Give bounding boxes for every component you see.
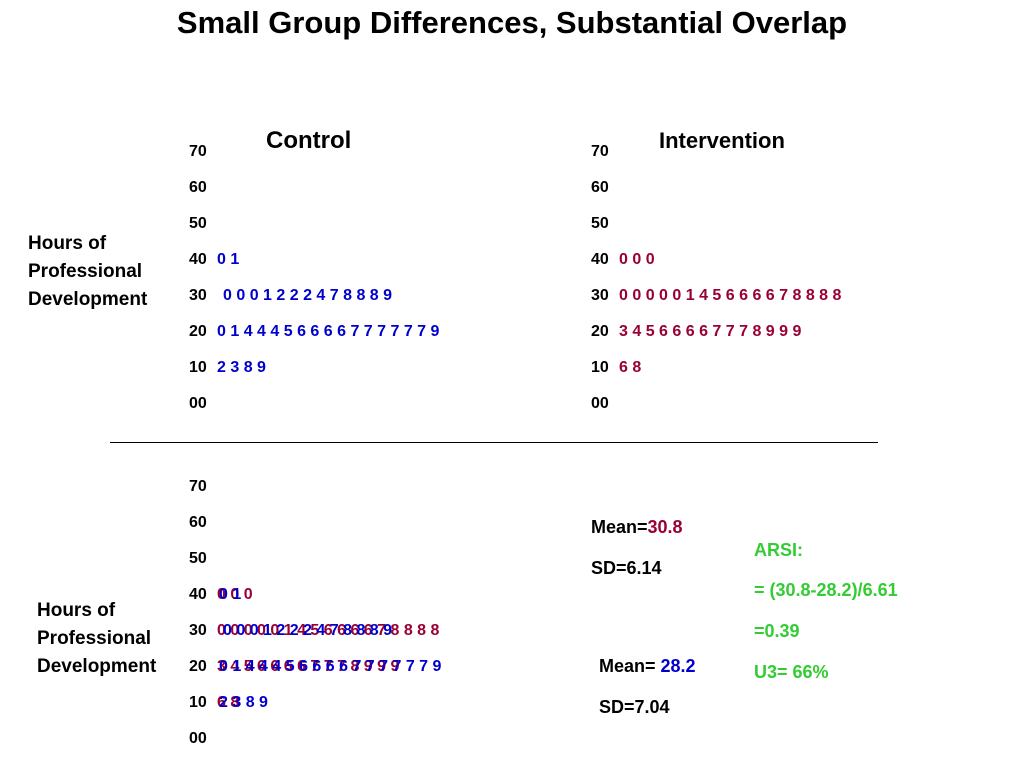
stem-row-00: 00 xyxy=(189,394,207,414)
stem-value: 10 xyxy=(189,694,207,711)
stem-row-30: 30 xyxy=(591,286,609,306)
intervention-mean-label: Mean= xyxy=(591,517,648,537)
stem-row-10: 10 xyxy=(591,358,609,378)
stem-value: 70 xyxy=(591,143,609,160)
stem-row-40: 40 xyxy=(189,250,207,270)
stem-value: 10 xyxy=(591,359,609,376)
stem-row-00: 00 xyxy=(189,729,207,749)
stem-value: 30 xyxy=(189,622,207,639)
stem-row-10: 10 xyxy=(189,358,207,378)
stem-value: 60 xyxy=(189,514,207,531)
stem-value: 40 xyxy=(189,586,207,603)
stem-row-30: 30 xyxy=(189,286,207,306)
arsi-heading: ARSI: xyxy=(754,540,803,560)
control-leaves: 2 3 8 9 xyxy=(219,694,268,711)
stem-value: 40 xyxy=(189,251,207,268)
stem-row-60: 60 xyxy=(189,513,207,533)
stem-value: 50 xyxy=(189,215,207,232)
u3-value: U3= 66% xyxy=(754,662,829,682)
control-sd: SD=7.04 xyxy=(599,697,670,717)
y-axis-label-bottom: Hours of Professional Development xyxy=(37,600,157,677)
control-leaves: 0 1 xyxy=(217,251,240,268)
section-divider xyxy=(110,442,878,443)
stem-value: 30 xyxy=(189,287,207,304)
stem-row-70: 70 xyxy=(591,142,609,162)
control-mean: Mean= 28.2 xyxy=(599,656,696,677)
control-leaves: 0 1 xyxy=(219,586,242,603)
control-heading: Control xyxy=(266,127,352,154)
stem-value: 20 xyxy=(189,658,207,675)
stem-row-70: 70 xyxy=(189,142,207,162)
intervention-leaves: 0 0 0 xyxy=(217,586,253,603)
stem-value: 50 xyxy=(189,550,207,567)
intervention-leaves: 0 0 0 0 0 1 4 5 6 6 6 6 7 8 8 8 8 xyxy=(217,622,440,639)
stem-row-40: 40 xyxy=(591,250,609,270)
intervention-sd: SD=6.14 xyxy=(591,558,662,578)
control-mean-label: Mean= xyxy=(599,656,661,676)
intervention-mean-value: 30.8 xyxy=(647,517,683,537)
stem-row-40: 40 xyxy=(189,585,207,605)
stem-row-20: 20 xyxy=(189,322,207,342)
stem-value: 00 xyxy=(591,395,609,412)
intervention-mean: Mean=30.8 xyxy=(591,517,683,538)
intervention-leaves: 6 8 xyxy=(217,694,240,711)
stem-row-50: 50 xyxy=(591,214,609,234)
stem-value: 10 xyxy=(189,359,207,376)
slide-title: Small Group Differences, Substantial Ove… xyxy=(176,5,848,40)
arsi-result: =0.39 xyxy=(754,621,800,641)
control-leaves: 0 1 4 4 4 5 6 6 6 6 7 7 7 7 7 7 9 xyxy=(219,658,442,675)
stem-row-30: 30 xyxy=(189,621,207,641)
stem-value: 50 xyxy=(591,215,609,232)
control-leaves: 2 3 8 9 xyxy=(217,359,266,376)
stem-value: 70 xyxy=(189,478,207,495)
stem-row-00: 00 xyxy=(591,394,609,414)
intervention-leaves: 3 4 5 6 6 6 6 7 7 7 8 9 9 9 xyxy=(619,323,802,340)
intervention-leaves: 0 0 0 0 0 1 4 5 6 6 6 6 7 8 8 8 8 xyxy=(619,287,842,304)
stem-row-60: 60 xyxy=(591,178,609,198)
stem-value: 40 xyxy=(591,251,609,268)
stem-row-20: 20 xyxy=(591,322,609,342)
stem-value: 20 xyxy=(189,323,207,340)
stem-value: 70 xyxy=(189,143,207,160)
stem-value: 00 xyxy=(189,730,207,747)
control-mean-value: 28.2 xyxy=(660,656,696,676)
intervention-leaves: 6 8 xyxy=(619,359,642,376)
stem-row-50: 50 xyxy=(189,549,207,569)
intervention-leaves: 0 0 0 xyxy=(619,251,655,268)
stem-value: 00 xyxy=(189,395,207,412)
stem-row-20: 20 xyxy=(189,657,207,677)
stem-value: 60 xyxy=(591,179,609,196)
stem-row-60: 60 xyxy=(189,178,207,198)
intervention-leaves: 3 4 5 6 6 6 6 7 7 7 8 9 9 9 xyxy=(217,658,400,675)
stem-row-70: 70 xyxy=(189,477,207,497)
control-leaves: 0 1 4 4 4 5 6 6 6 6 7 7 7 7 7 7 9 xyxy=(217,323,440,340)
control-leaves: 0 0 0 1 2 2 2 4 7 8 8 8 9 xyxy=(223,287,393,304)
stem-row-10: 10 xyxy=(189,693,207,713)
stem-value: 30 xyxy=(591,287,609,304)
stem-row-50: 50 xyxy=(189,214,207,234)
control-leaves: 0 0 0 1 2 2 2 4 7 8 8 8 9 xyxy=(223,622,393,639)
y-axis-label-top: Hours of Professional Development xyxy=(28,233,148,310)
arsi-formula: = (30.8-28.2)/6.61 xyxy=(754,580,898,600)
stem-value: 20 xyxy=(591,323,609,340)
stem-value: 60 xyxy=(189,179,207,196)
intervention-heading: Intervention xyxy=(659,128,785,153)
